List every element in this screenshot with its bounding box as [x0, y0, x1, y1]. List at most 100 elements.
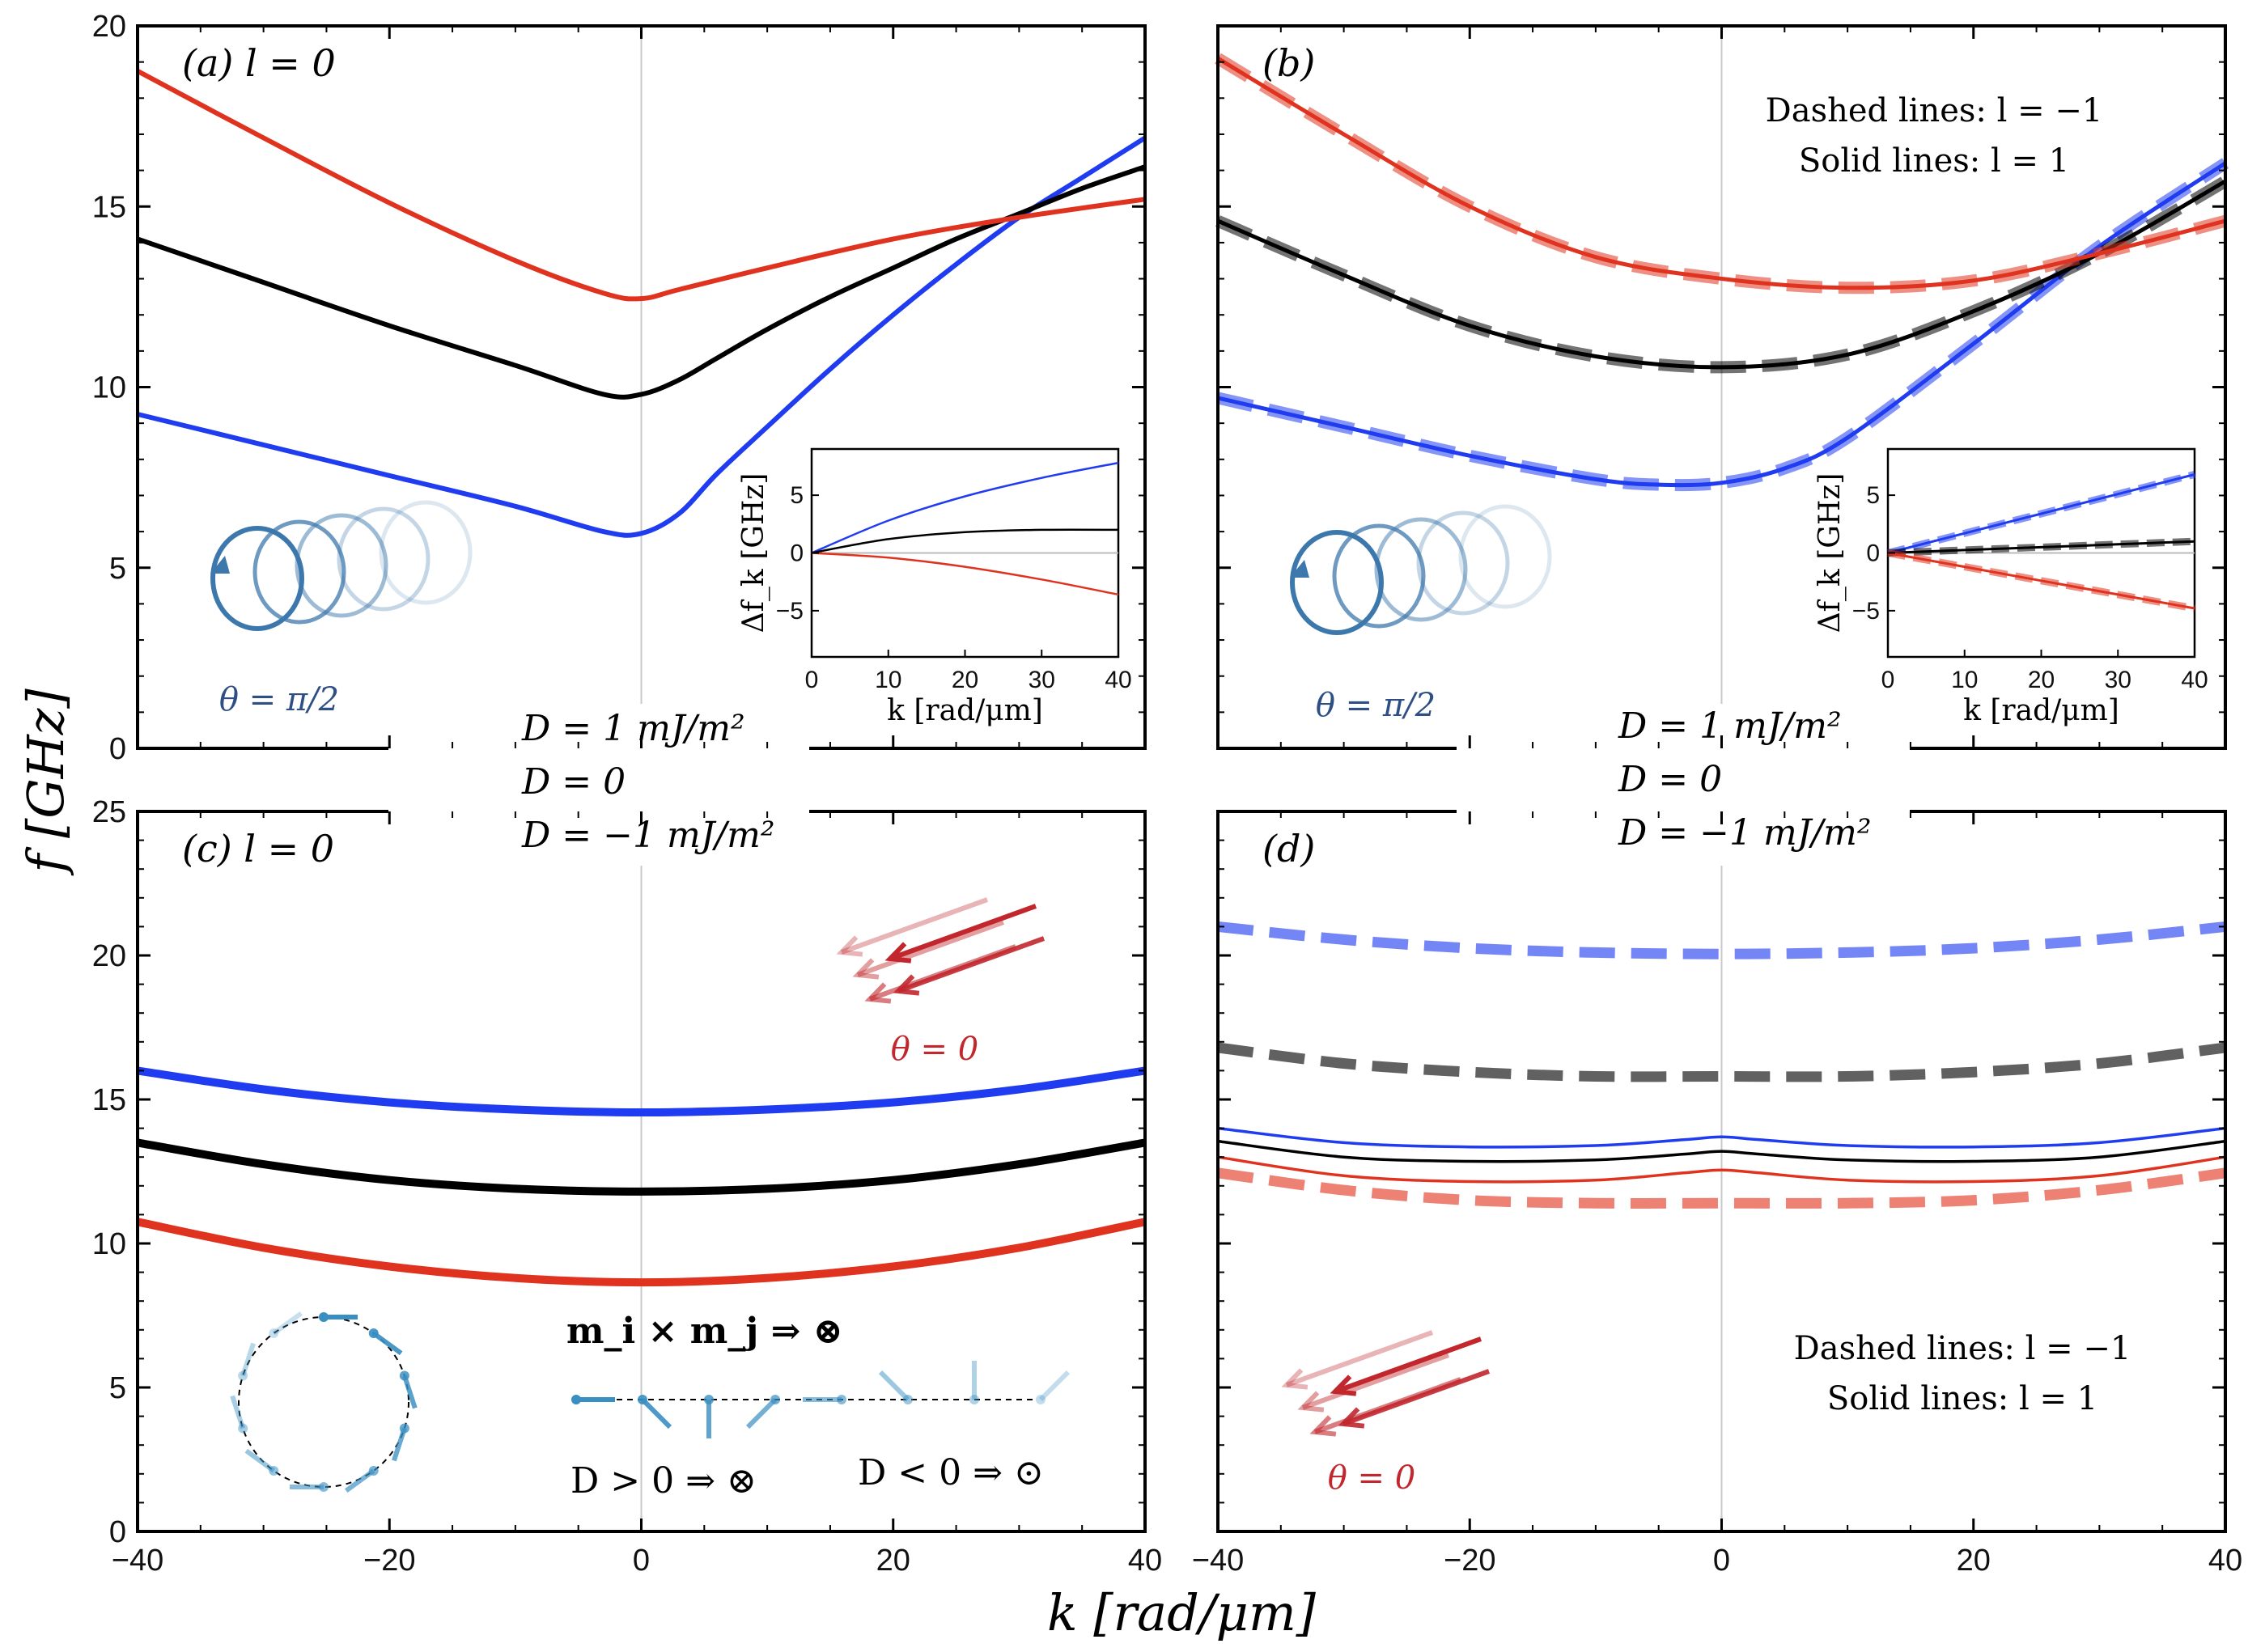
inset-y-tick-label: −5	[776, 598, 804, 625]
inset-x-tick-label: 30	[2105, 667, 2131, 693]
spin-arrow	[230, 1395, 245, 1430]
precession-arrowhead	[1290, 560, 1309, 578]
spin-site	[368, 1328, 379, 1339]
y-axis-label: f [GHz]	[16, 688, 75, 876]
ticks-layer	[136, 24, 2227, 1533]
inset-x-tick-label: 20	[952, 667, 978, 693]
magnetization-arrowhead	[852, 958, 880, 980]
line-style-note: Solid lines: l = 1	[1827, 1380, 2097, 1417]
y-tick-label: 20	[92, 10, 126, 44]
magnetization-arrowhead	[836, 935, 863, 957]
spin-arrow	[272, 1311, 303, 1336]
cross-product-equation: m_i × m_j ⇒ ⊗	[566, 1311, 843, 1352]
magnetization-arrowhead	[1297, 1391, 1325, 1413]
precession-spiral	[295, 513, 388, 618]
magnetization-arrowhead	[1330, 1375, 1357, 1396]
spin-site	[269, 1465, 279, 1476]
magnetization-arrow	[1301, 1353, 1450, 1410]
magnetization-arrow	[1285, 1330, 1434, 1387]
inset-y-label: Δf_k [GHz]	[737, 473, 770, 633]
spin-site	[770, 1395, 780, 1404]
magnetization-arrow	[1342, 1369, 1491, 1426]
spin-site	[399, 1370, 409, 1381]
theta-annotation: θ = 0	[891, 1031, 978, 1068]
precession-arrowhead	[210, 556, 230, 574]
inset-y-tick-label: −5	[1852, 598, 1880, 625]
precession-spiral	[337, 506, 431, 612]
panel-title: (b)	[1262, 41, 1315, 85]
magnetization-arrow	[897, 936, 1046, 993]
spin-site	[269, 1328, 279, 1339]
magnetization-arrowhead	[893, 974, 920, 996]
legend-right-label: D = 1 mJ/m²	[1618, 705, 1842, 747]
series-layer	[136, 53, 2229, 1287]
inset-x-label: k [rad/μm]	[887, 694, 1043, 727]
inset-series-dashed	[1887, 549, 2195, 612]
y-tick-label: 20	[92, 939, 126, 973]
series-line	[136, 69, 1146, 302]
y-tick-label: 0	[109, 732, 126, 766]
inset-series	[811, 552, 1119, 596]
precession-spiral	[379, 500, 473, 605]
magnetization-arrowhead	[1309, 1415, 1337, 1437]
theta-annotation: θ = π/2	[1316, 687, 1436, 724]
panel-title: (c) l = 0	[182, 827, 334, 870]
inset-y-label: Δf_k [GHz]	[1813, 473, 1847, 633]
y-tick-label: 0	[109, 1515, 126, 1549]
inset-x-tick-label: 10	[1951, 667, 1978, 693]
spin-arrow	[240, 1342, 256, 1377]
inset-y-tick-label: 5	[790, 482, 804, 509]
spin-arrow	[878, 1370, 910, 1402]
y-tick-label: 5	[109, 1371, 126, 1405]
series-line-dashed	[1215, 53, 2227, 294]
legend-left-label: D = 0	[521, 761, 626, 803]
inset-x-tick-label: 20	[2028, 667, 2055, 693]
precession-spiral	[1458, 504, 1552, 609]
precession-spiral	[252, 519, 346, 625]
x-tick-label: 40	[1128, 1544, 1162, 1578]
precession-spiral	[1290, 530, 1384, 635]
spin-arrow	[392, 1427, 407, 1462]
panel-title: (d)	[1262, 827, 1315, 870]
y-tick-label: 15	[92, 190, 126, 224]
x-tick-label: 20	[1957, 1544, 1991, 1578]
series-line	[137, 135, 1147, 538]
spin-arrow	[640, 1397, 672, 1430]
y-tick-label: 25	[92, 795, 126, 829]
x-tick-label: −20	[1444, 1544, 1495, 1578]
spin-site	[319, 1482, 329, 1492]
spin-site	[238, 1423, 248, 1434]
legend-background	[1457, 704, 1910, 866]
inset-y-tick-label: 0	[1866, 540, 1880, 567]
inset-x-tick-label: 0	[1881, 667, 1895, 693]
line-style-note: Dashed lines: l = −1	[1766, 92, 2103, 129]
line-style-note: Dashed lines: l = −1	[1794, 1330, 2131, 1367]
spin-site	[238, 1370, 248, 1381]
precession-spiral	[1416, 510, 1510, 616]
series-line-dashed	[1215, 176, 2229, 374]
precession-spiral	[1332, 523, 1426, 629]
series-line-dashed	[1216, 158, 2229, 492]
theta-annotation: θ = π/2	[219, 681, 339, 718]
series-line-solid	[1217, 1126, 2226, 1149]
dmi-positive-equation: D > 0 ⇒ ⊗	[570, 1460, 757, 1502]
y-tick-label: 10	[92, 1227, 126, 1261]
theta-annotation: θ = 0	[1328, 1459, 1415, 1497]
spin-site	[704, 1395, 714, 1404]
inset-series-solid	[1887, 540, 2195, 554]
spin-arrow	[1038, 1370, 1071, 1402]
legend-background	[388, 704, 809, 866]
spin-arrow	[371, 1331, 403, 1356]
x-tick-label: 0	[633, 1544, 650, 1578]
inset-x-tick-label: 0	[805, 667, 819, 693]
spin-arrow	[402, 1375, 418, 1409]
magnetization-arrow	[889, 904, 1037, 961]
magnetization-arrowhead	[884, 942, 912, 964]
spin-site	[969, 1395, 979, 1404]
magnetization-arrowhead	[1281, 1368, 1309, 1390]
y-tick-label: 5	[109, 552, 126, 586]
magnetization-arrow	[856, 920, 1005, 977]
precession-spiral	[1374, 517, 1468, 622]
dmi-negative-equation: D < 0 ⇒ ⊙	[858, 1452, 1044, 1493]
legend-right-label: D = −1 mJ/m²	[1618, 812, 1872, 854]
